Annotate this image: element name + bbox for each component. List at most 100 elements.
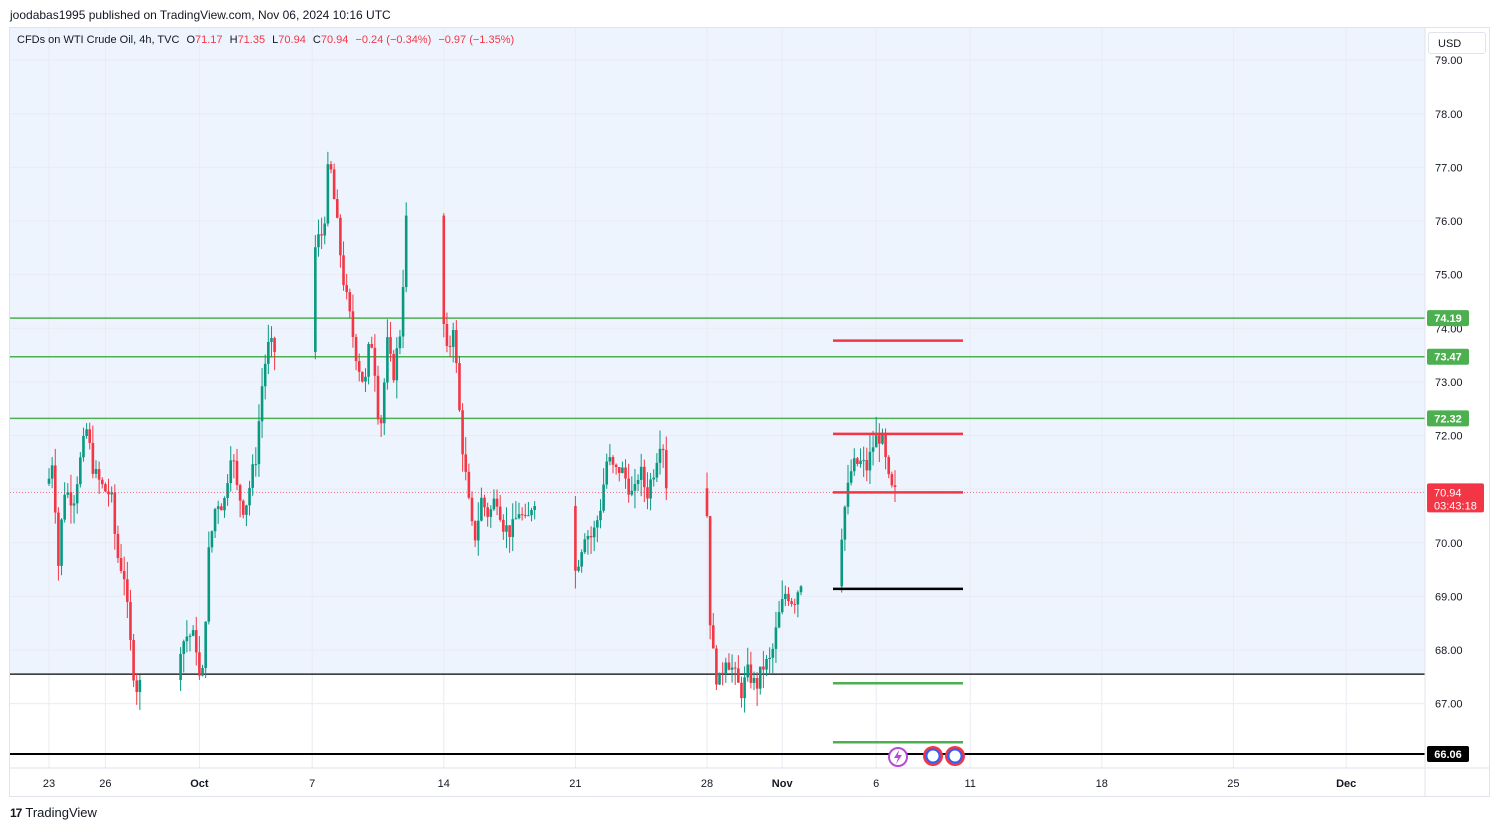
candle-body-up [210,531,214,548]
candle-body-down [97,469,101,480]
candle-body-up [489,509,493,517]
candle-body-down [132,640,135,681]
y-tick-label: 75.00 [1435,270,1463,282]
candle-body-down [376,375,380,420]
candle-body-down [194,630,198,653]
candle-body-down [878,435,881,444]
candle-body-down [661,448,665,451]
candle-body-down [705,488,709,517]
candle-body-up [592,527,596,538]
flag-inner-icon [947,748,963,764]
candle-body-down [643,466,646,488]
candle-body-up [718,672,721,685]
candle-body-down [392,353,395,381]
candle-body-up [251,464,254,488]
last-price-tag-bg [1427,483,1484,513]
candle-body-up [608,457,612,462]
legend-open: 71.17 [195,34,223,46]
candle-body-up [75,484,79,504]
x-tick-label: 11 [964,778,975,790]
legend-open-key: O [186,34,196,46]
candle-body-up [270,338,273,342]
candle-body-down [320,234,323,236]
candle-body-up [138,679,142,693]
candle-body-down [122,570,126,580]
candle-body-up [765,658,768,670]
candle-body-down [887,456,891,475]
x-tick-label: 23 [43,778,55,790]
y-tick-label: 67.00 [1435,699,1463,711]
lightning-glyph-icon [894,750,902,764]
last-price-tag: 70.94 [1434,487,1462,499]
candle-body-up [868,451,872,471]
candle-body-down [370,344,374,348]
candle-body-up [599,510,602,521]
candle-body-up [63,494,66,520]
candle-body-down [273,338,276,352]
candle-body-up [602,484,605,511]
legend-close: 70.94 [320,34,349,46]
candle-body-up [263,363,267,387]
candle-body-up [66,492,70,495]
candle-body-down [614,464,618,468]
candle-body-up [226,483,229,499]
candle-body-down [790,601,793,604]
legend-low-key: L [272,34,279,46]
candle-body-up [527,515,530,517]
candle-body-up [871,447,875,452]
candle-body-down [574,505,577,571]
brand-name: TradingView [25,805,97,820]
candle-body-up [530,510,533,516]
green-level-price-tag-bg [1427,310,1469,327]
candle-body-down [53,465,57,513]
candle-body-down [329,164,333,170]
y-tick-label: 78.00 [1435,109,1463,121]
candle-body-down [354,336,358,362]
candle-body-down [235,460,239,486]
black-level-price-tag-bg [1427,746,1469,763]
candle-body-up [323,223,327,236]
candle-body-up [79,457,82,485]
candle-body-up [395,348,399,381]
x-tick-label: 28 [701,778,713,790]
candle-body-up [752,677,756,683]
candle-body-down [238,485,242,501]
candle-body-up [314,247,317,352]
candle-body-up [846,482,850,507]
candle-body-up [492,498,496,510]
x-tick-label: 6 [873,778,879,790]
tradingview-logo[interactable]: 17 TradingView [10,805,97,820]
candle-body-up [780,599,784,613]
candle-body-down [116,533,120,559]
legend-close-key: C [312,34,321,46]
chart-frame [9,27,1490,797]
x-tick-label: Dec [1336,778,1356,790]
candle-body-up [774,627,778,649]
x-tick-label: Oct [190,778,209,790]
candle-body-down [715,648,718,685]
candle-body-up [182,641,186,654]
candle-body-down [733,667,737,669]
candle-body-up [511,519,515,537]
y-tick-label: 77.00 [1435,162,1463,174]
candle-body-up [840,539,844,587]
candle-body-down [627,478,630,495]
candle-body-up [505,525,508,532]
candle-body-up [596,520,599,528]
candle-body-up [451,329,455,347]
candle-body-up [229,460,233,484]
candle-body-down [348,292,352,312]
candle-body-down [893,485,897,487]
x-tick-label: Nov [772,778,794,790]
currency-button[interactable]: USD [1428,32,1486,54]
candle-body-down [461,410,464,455]
candle-body-up [367,344,370,377]
legend-change2: −0.97 (−1.35%) [438,34,515,46]
candle-body-down [379,419,383,424]
candle-body-up [605,461,609,485]
range-shade [10,28,1425,675]
candle-body-down [470,497,474,522]
candle-body-up [216,506,220,510]
candle-body-up [382,382,386,424]
